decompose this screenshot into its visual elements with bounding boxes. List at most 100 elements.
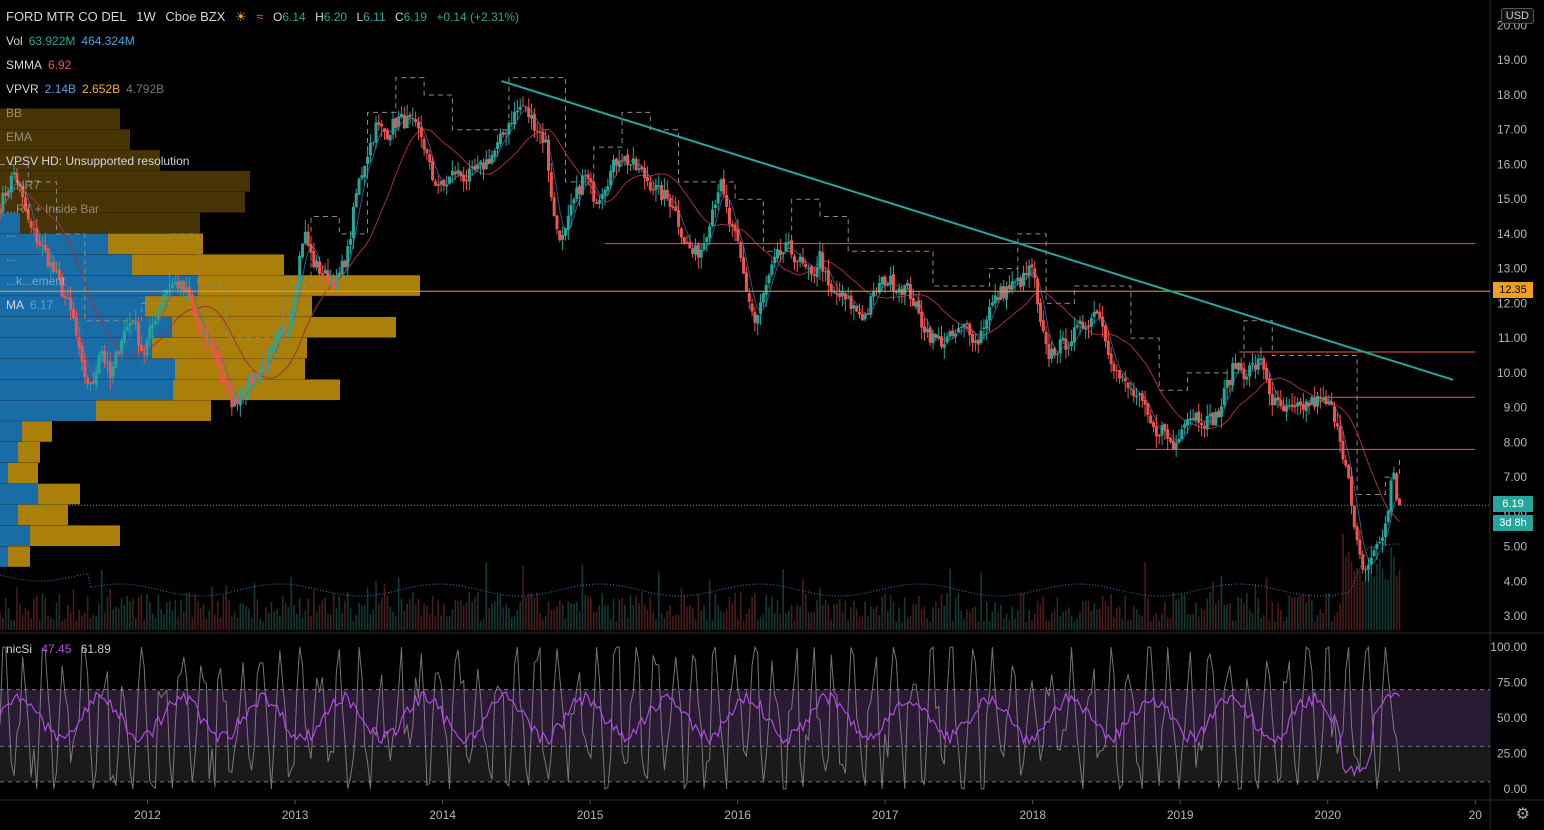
indicator-row[interactable]: Vol 63.922M 464.324M <box>6 34 135 48</box>
volume-bar <box>321 600 324 630</box>
volume-bar <box>1350 561 1353 630</box>
candle-body <box>1205 415 1209 430</box>
volume-bar <box>949 568 951 630</box>
volume-bar <box>140 593 143 630</box>
volume-bar <box>666 610 669 630</box>
indicator-row[interactable]: BB <box>6 106 22 120</box>
indicator-row[interactable]: ... <box>6 250 16 264</box>
candle-body <box>996 297 1000 301</box>
candle-body <box>317 261 321 274</box>
candle-body <box>88 382 92 385</box>
oscillator-fast-line <box>0 645 1400 791</box>
volume-bar <box>1070 615 1073 630</box>
candle-body <box>366 156 370 165</box>
volume-bar <box>222 594 225 630</box>
candle-body <box>38 241 42 246</box>
indicator-row[interactable]: MA 6.17 <box>6 298 53 312</box>
indicator-row[interactable]: ... <box>6 226 16 240</box>
volume-bar <box>940 593 943 630</box>
volume-bar <box>1025 621 1028 630</box>
currency-badge[interactable]: USD <box>1500 8 1534 24</box>
symbol-name[interactable]: FORD MTR CO DEL <box>6 9 127 24</box>
oscillator-tick-label: 50.00 <box>1497 711 1527 725</box>
volume-bar <box>52 619 55 630</box>
volume-bar <box>47 615 49 630</box>
candle-body <box>937 336 941 339</box>
volume-bar <box>462 605 465 630</box>
candle-body <box>69 298 73 310</box>
volume-bar <box>75 619 78 630</box>
volume-bar <box>550 609 553 630</box>
stepped-level-line <box>0 77 1401 496</box>
volume-bar <box>248 608 250 630</box>
volume-bar <box>1155 612 1158 630</box>
candle-body <box>309 244 313 253</box>
volume-bar <box>112 609 114 630</box>
candle-body <box>699 250 703 258</box>
indicator-row[interactable]: VPVR 2.14B 2.652B 4.792B <box>6 82 164 96</box>
candle-body <box>391 118 395 135</box>
volume-bar <box>0 611 1 630</box>
volume-bar <box>1124 595 1127 630</box>
volume-bar <box>1166 616 1169 630</box>
indicator-row[interactable]: ...NR7 <box>6 178 40 192</box>
volume-bar <box>496 595 499 630</box>
volume-profile-down <box>173 379 340 401</box>
volume-bar <box>827 603 830 630</box>
volume-bar <box>640 591 643 630</box>
candle-body <box>1064 338 1068 350</box>
candle-body <box>544 139 548 143</box>
volume-bar <box>983 620 985 630</box>
candle-body <box>100 351 104 356</box>
volume-bar <box>358 602 360 630</box>
volume-bar <box>1113 617 1115 630</box>
candle-body <box>787 241 791 243</box>
volume-bar <box>841 612 844 630</box>
candle-body <box>1126 382 1130 388</box>
volume-bar <box>1381 568 1384 630</box>
volume-bar <box>1226 604 1228 630</box>
candle-body <box>456 170 460 174</box>
volume-bar <box>1087 600 1090 630</box>
candle-body <box>498 133 502 144</box>
interval[interactable]: 1W <box>136 9 156 24</box>
volume-bar <box>1248 610 1251 630</box>
volume-bar <box>575 601 578 630</box>
candle-body <box>860 313 864 321</box>
candle-body <box>841 292 845 297</box>
candle-body <box>354 193 358 208</box>
candle-body <box>122 331 126 342</box>
candle-body <box>674 206 678 211</box>
candle-body <box>43 244 47 251</box>
candle-body <box>179 280 183 290</box>
candle-body <box>1231 363 1235 386</box>
candle-body <box>869 296 873 315</box>
indicator-row[interactable]: SMMA 6.92 <box>6 58 71 72</box>
candle-body <box>1234 363 1238 369</box>
volume-profile-down <box>0 171 250 192</box>
volume-bar <box>468 592 471 630</box>
indicator-row[interactable]: VPSV HD: Unsupported resolution <box>6 154 189 168</box>
candle-body <box>521 105 525 107</box>
candle-body <box>227 381 231 389</box>
volume-bar <box>69 612 72 630</box>
candle-body <box>1327 401 1331 405</box>
settings-gear-icon[interactable]: ⚙ <box>1515 806 1530 823</box>
volume-bar <box>1147 597 1149 630</box>
candle-body <box>501 131 505 135</box>
indicator-row[interactable]: ...R7 + Inside Bar <box>6 202 99 216</box>
indicator-row[interactable]: EMA <box>6 130 32 144</box>
candle-body <box>289 309 293 328</box>
volume-bar <box>440 615 442 630</box>
candle-body <box>784 242 788 252</box>
volume-bar <box>745 614 748 630</box>
volume-bar <box>1370 571 1373 630</box>
volume-profile-down <box>0 108 120 130</box>
candle-body <box>812 274 816 276</box>
volume-bar <box>86 596 89 630</box>
candle-body <box>1217 410 1221 418</box>
candle-body <box>968 323 972 336</box>
indicator-row[interactable]: ...k...ement <box>6 274 65 288</box>
oscillator-name: nicSi <box>6 642 33 656</box>
